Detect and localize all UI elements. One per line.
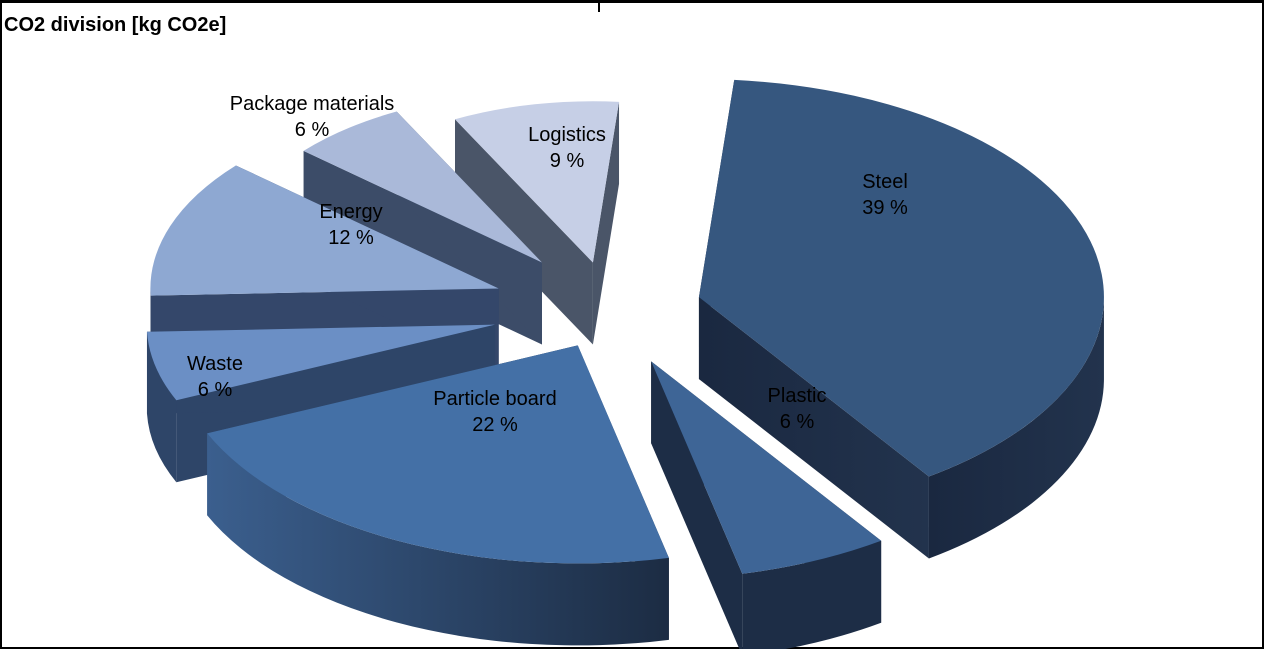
value-label-waste: 6 %: [198, 379, 233, 401]
value-label-package-materials: 6 %: [295, 119, 330, 141]
slice-side-waste: [146, 331, 177, 483]
value-label-particle-board: 22 %: [472, 414, 518, 436]
slice-tops: [146, 79, 1104, 574]
label-waste: Waste: [187, 353, 243, 375]
slice-side-plastic: [742, 540, 882, 649]
label-package-materials: Package materials: [230, 93, 395, 115]
slice-wall-steel-1: [698, 297, 929, 559]
label-logistics: Logistics: [528, 124, 606, 146]
value-label-energy: 12 %: [328, 227, 374, 249]
slice-wall-plastic-1: [651, 361, 743, 649]
slice-side-steel: [928, 297, 1104, 559]
chart-title: CO2 division [kg CO2e]: [4, 14, 227, 36]
slice-wall-logistics-0: [454, 119, 593, 345]
slice-waste: [146, 324, 496, 401]
slice-particle-board: [207, 345, 669, 564]
value-label-logistics: 9 %: [550, 150, 585, 172]
label-energy: Energy: [319, 201, 382, 223]
slice-sides: [146, 79, 1104, 649]
frame-divider: [598, 0, 600, 12]
slice-logistics: [454, 101, 620, 263]
label-plastic: Plastic: [768, 385, 827, 407]
slice-side-particle-board: [207, 433, 669, 646]
slice-plastic: [651, 361, 882, 574]
value-label-steel: 39 %: [862, 197, 908, 219]
slice-wall-logistics-1: [592, 101, 620, 345]
label-particle-board: Particle board: [433, 388, 556, 410]
slice-package-materials: [303, 111, 542, 263]
slice-labels: Steel 39 % Plastic 6 % Particle board 22 % Was…: [187, 93, 908, 436]
slice-energy: [150, 165, 499, 296]
slice-steel: [698, 79, 1104, 477]
value-label-plastic: 6 %: [780, 411, 815, 433]
label-steel: Steel: [862, 171, 908, 193]
